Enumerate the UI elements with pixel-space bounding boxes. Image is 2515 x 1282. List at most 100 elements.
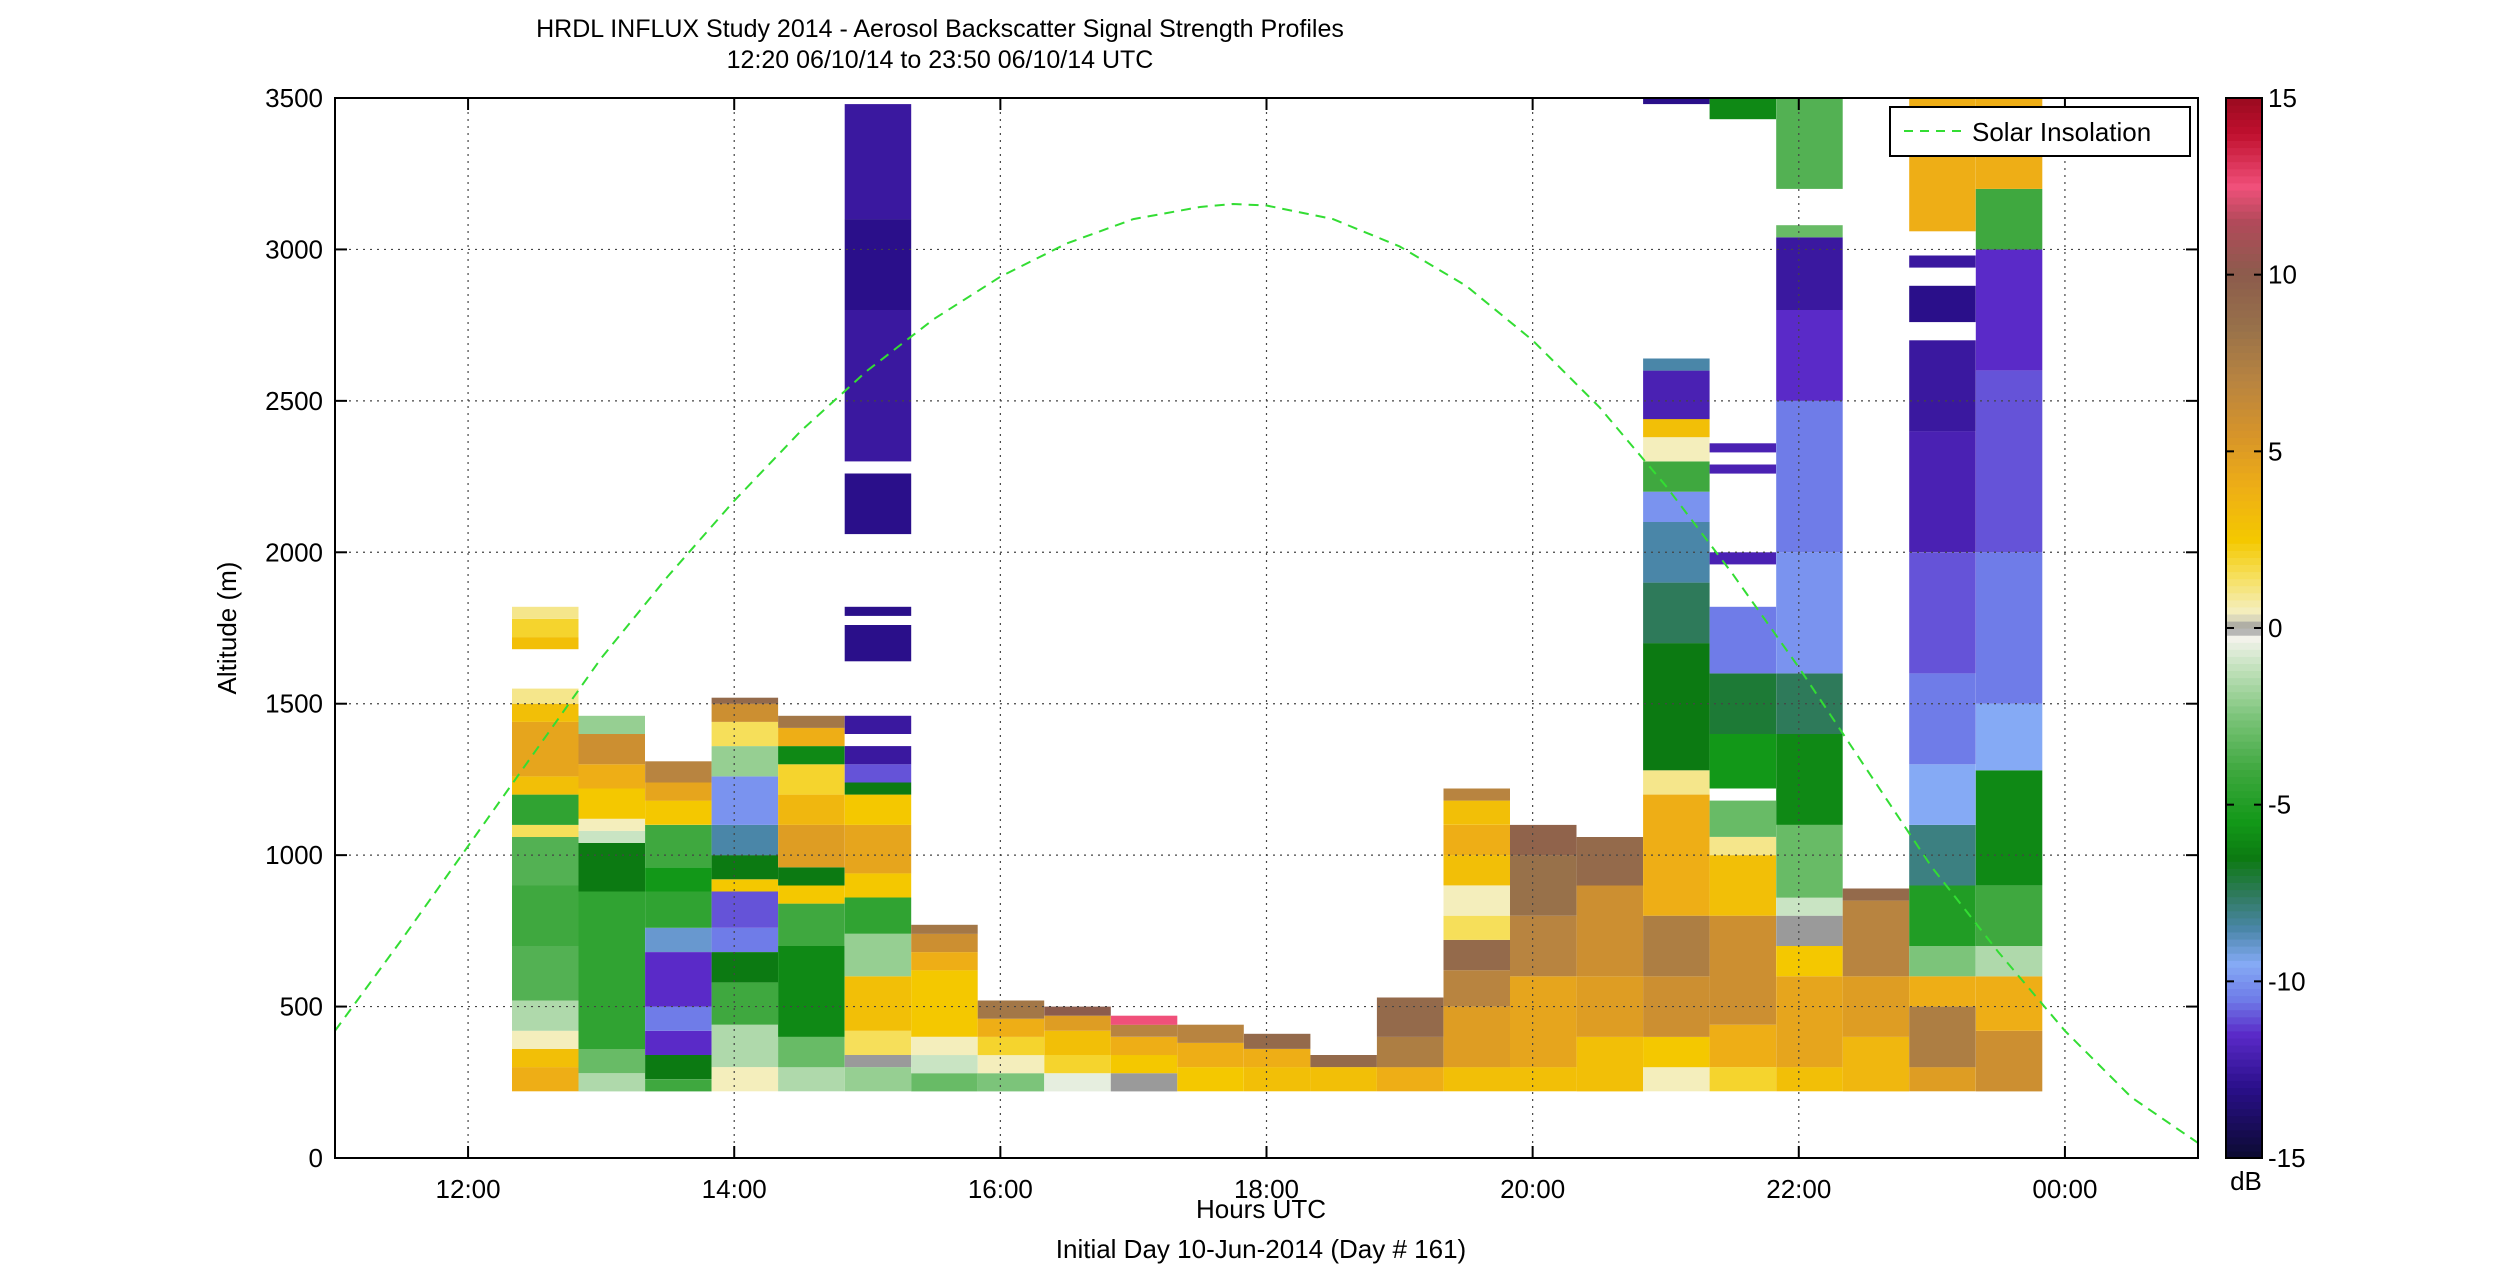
colorbar-strip xyxy=(2226,1073,2262,1081)
y-tick-label: 3000 xyxy=(265,234,323,264)
heatmap-cell xyxy=(1709,915,1777,1025)
colorbar-strip xyxy=(2226,847,2262,855)
heatmap-cell xyxy=(1643,522,1710,583)
colorbar-strip xyxy=(2226,479,2262,488)
heatmap-cell xyxy=(911,933,978,953)
heatmap-cell xyxy=(578,818,645,831)
heatmap-cell xyxy=(1110,1015,1178,1025)
colorbar-strip xyxy=(2226,889,2262,898)
colorbar-strip xyxy=(2226,924,2262,933)
colorbar-strip xyxy=(2226,225,2262,233)
heatmap-cell xyxy=(512,1030,579,1049)
heatmap-cell xyxy=(645,927,712,952)
solar-insolation-line xyxy=(334,202,2199,1144)
y-axis-ticks: 0 500 1000 1500 2000 2500 3000 3500 xyxy=(265,83,2198,1173)
heatmap-cell xyxy=(911,924,978,934)
heatmap-cell xyxy=(1975,976,2043,1031)
heatmap-cell xyxy=(844,764,912,783)
colorbar-strip xyxy=(2226,741,2262,749)
heatmap-cell xyxy=(1776,552,1843,674)
heatmap-cell xyxy=(1643,437,1710,462)
heatmap-cell xyxy=(1643,915,1710,977)
heatmap-cell xyxy=(977,1018,1045,1037)
heatmap-cell xyxy=(1443,915,1510,940)
heatmap-cell xyxy=(844,104,912,220)
colorbar-strip xyxy=(2226,769,2262,777)
colorbar-strip xyxy=(2226,1044,2262,1053)
heatmap-cell xyxy=(911,970,978,1037)
chart-subtitle: 12:20 06/10/14 to 23:50 06/10/14 UTC xyxy=(727,46,1154,74)
colorbar-strip xyxy=(2226,755,2262,763)
heatmap-cell xyxy=(844,782,912,795)
heatmap-cell xyxy=(1909,285,1976,323)
colorbar-strip xyxy=(2226,345,2262,353)
heatmap-cell xyxy=(1909,885,1976,946)
colorbar-strip xyxy=(2226,387,2262,396)
heatmap-cell xyxy=(711,746,779,777)
legend-box xyxy=(1889,106,2191,157)
colorbar-strip xyxy=(2226,691,2262,700)
colorbar-strip xyxy=(2226,331,2262,339)
heatmap-cell xyxy=(1376,1036,1444,1068)
colorbar-strip xyxy=(2226,204,2262,212)
heatmap-cell xyxy=(711,927,779,952)
colorbar-label: dB xyxy=(2230,1166,2262,1196)
colorbar-strip xyxy=(2226,649,2262,657)
heatmap-cell xyxy=(1776,946,1843,977)
colorbar-tick-label: -15 xyxy=(2268,1143,2306,1173)
heatmap-cell xyxy=(512,618,579,638)
colorbar-strip xyxy=(2226,486,2262,495)
heatmap-cell xyxy=(977,1036,1045,1056)
heatmap-cell xyxy=(512,703,579,722)
heatmap-cell xyxy=(778,1036,845,1068)
y-tick-label: 0 xyxy=(309,1143,323,1173)
colorbar-strip xyxy=(2226,536,2262,544)
colorbar-strip xyxy=(2226,606,2262,615)
heatmap-cell xyxy=(512,637,579,650)
heatmap-cell xyxy=(778,885,845,904)
colorbar-strip xyxy=(2226,1002,2262,1011)
colorbar-strip xyxy=(2226,430,2262,438)
heatmap-cell xyxy=(512,885,579,946)
heatmap-cell xyxy=(1643,370,1710,420)
heatmap-cell xyxy=(1909,946,1976,977)
y-tick-label: 2000 xyxy=(265,537,323,567)
y-tick-label: 1500 xyxy=(265,689,323,719)
y-tick-label: 3500 xyxy=(265,83,323,113)
heatmap-cell xyxy=(578,843,645,892)
colorbar-strip xyxy=(2226,352,2262,361)
heatmap-cell xyxy=(1643,643,1710,771)
colorbar-strip xyxy=(2226,635,2262,643)
colorbar-strip xyxy=(2226,126,2262,134)
heatmap-cell xyxy=(1110,1055,1178,1074)
colorbar-strip xyxy=(2226,783,2262,792)
colorbar-strip xyxy=(2226,1023,2262,1032)
colorbar-strip xyxy=(2226,1030,2262,1039)
colorbar-strip xyxy=(2226,189,2262,198)
heatmap-cell xyxy=(711,1067,779,1092)
colorbar-strip xyxy=(2226,1136,2262,1145)
heatmap-cell xyxy=(778,824,845,868)
heatmap-cell xyxy=(711,855,779,880)
colorbar-strip xyxy=(2226,557,2262,565)
colorbar-strip xyxy=(2226,578,2262,587)
legend-entry-solar-insolation: Solar Insolation xyxy=(1972,117,2151,147)
colorbar-strip xyxy=(2226,274,2262,283)
heatmap-cell xyxy=(1975,552,2043,704)
heatmap-cell xyxy=(711,879,779,892)
heatmap-cell xyxy=(844,1030,912,1055)
heatmap-cell xyxy=(645,761,712,783)
colorbar-strip xyxy=(2226,182,2262,191)
heatmap-cell xyxy=(578,1049,645,1074)
colorbar-strip xyxy=(2226,416,2262,424)
heatmap-cell xyxy=(1443,970,1510,1007)
heatmap-cell xyxy=(512,721,579,777)
heatmap-cell xyxy=(512,1067,579,1092)
colorbar-strip xyxy=(2226,1101,2262,1110)
heatmap-cell xyxy=(1842,900,1910,977)
heatmap-cell xyxy=(844,310,912,462)
heatmap-cell xyxy=(977,1055,1045,1074)
heatmap-cell xyxy=(844,219,912,310)
heatmap-cell xyxy=(844,1067,912,1092)
colorbar-strip xyxy=(2226,253,2262,262)
